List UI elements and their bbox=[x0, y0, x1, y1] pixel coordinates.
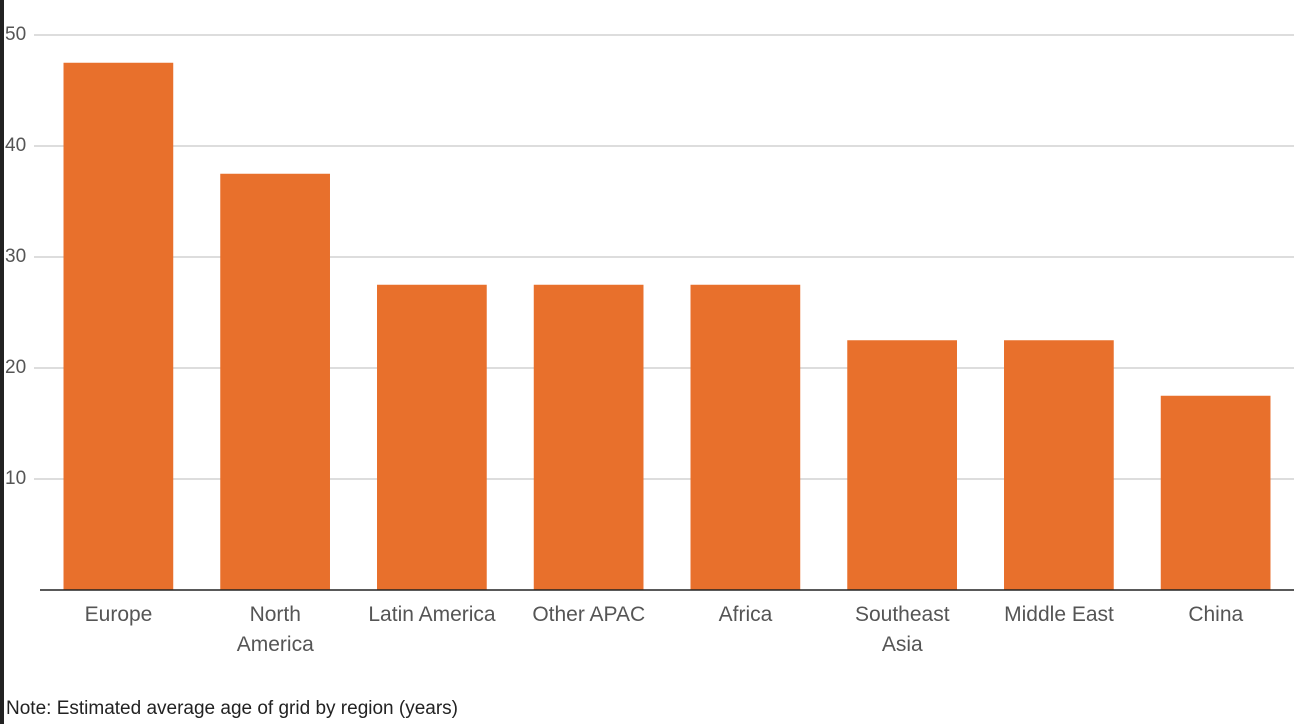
bar bbox=[533, 284, 644, 590]
x-tick-label: Middle East bbox=[1004, 603, 1114, 626]
x-tick-label: Southeast Asia bbox=[854, 603, 950, 656]
y-tick-label: 10 bbox=[5, 468, 26, 489]
x-tick-label: Other APAC bbox=[532, 603, 646, 626]
frame-edge bbox=[0, 0, 4, 724]
x-tick-label: Latin America bbox=[368, 603, 496, 626]
y-tick-label: 40 bbox=[5, 135, 26, 156]
y-tick-label: 50 bbox=[5, 24, 26, 45]
y-tick-label: 20 bbox=[5, 357, 26, 378]
chart-note: Note: Estimated average age of grid by r… bbox=[6, 698, 459, 719]
bar bbox=[220, 173, 330, 590]
bar bbox=[377, 284, 487, 590]
bar bbox=[1160, 395, 1271, 590]
y-tick-label: 30 bbox=[5, 246, 26, 267]
bar bbox=[63, 62, 174, 590]
bar bbox=[1004, 340, 1114, 590]
bar bbox=[690, 284, 801, 590]
x-tick-label: China bbox=[1188, 603, 1244, 626]
x-tick-label: Europe bbox=[84, 603, 153, 626]
x-tick-label: Africa bbox=[718, 603, 773, 626]
x-tick-label: North America bbox=[236, 603, 314, 656]
bar bbox=[847, 340, 957, 590]
